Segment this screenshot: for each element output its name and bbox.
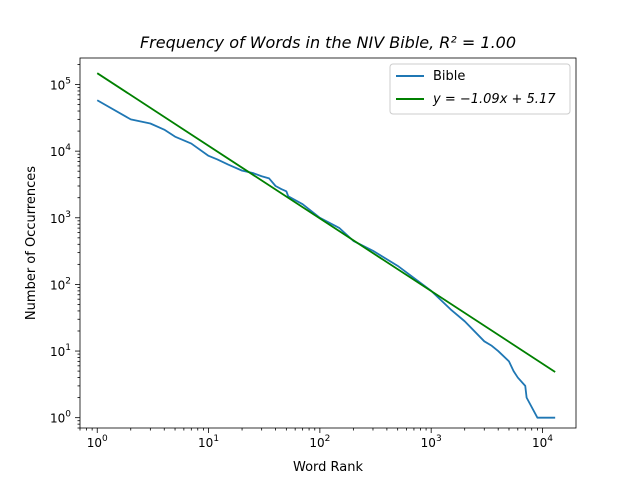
- chart-title: Frequency of Words in the NIV Bible, R² …: [140, 33, 516, 52]
- y-axis-ticks: 100 101 102 103 104 105: [50, 64, 80, 429]
- y-tick-label: 100: [50, 410, 71, 426]
- series-line-fit: [96, 72, 556, 373]
- x-tick-label: 100: [87, 434, 108, 450]
- y-tick-label: 102: [50, 276, 71, 292]
- legend-label-fit: y = −1.09x + 5.17: [432, 92, 556, 107]
- series-line-bible: [96, 99, 556, 419]
- x-tick-label: 101: [198, 434, 219, 450]
- x-tick-label: 103: [421, 434, 442, 450]
- plot-frame: [79, 57, 577, 429]
- y-tick-label: 104: [50, 143, 71, 159]
- legend-label-bible: Bible: [433, 69, 465, 84]
- y-tick-label: 105: [50, 77, 71, 93]
- legend-box: [389, 63, 571, 115]
- x-axis-ticks: 100 101 102 103 104: [79, 428, 553, 450]
- legend: Bible y = −1.09x + 5.17: [389, 63, 571, 115]
- x-tick-label: 104: [532, 434, 553, 450]
- series-layer: [96, 72, 556, 419]
- y-axis-label: Number of Occurrences: [24, 166, 39, 320]
- x-tick-label: 102: [309, 434, 330, 450]
- y-tick-label: 103: [50, 210, 71, 226]
- y-tick-label: 101: [50, 343, 71, 359]
- x-axis-label: Word Rank: [293, 460, 363, 475]
